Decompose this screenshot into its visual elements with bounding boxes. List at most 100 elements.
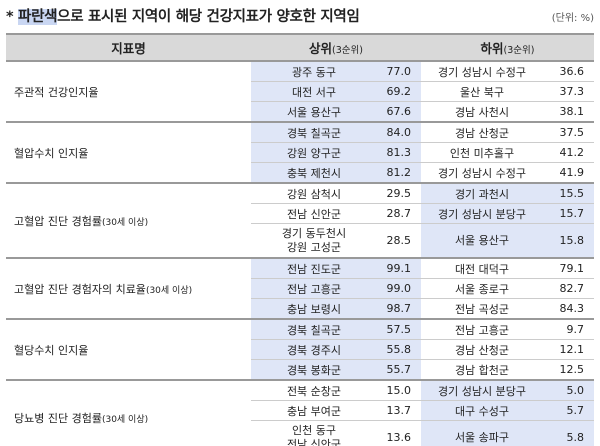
bottom-region-cell: 인천 미추홀구: [421, 142, 543, 163]
table-row: 당뇨병 진단 경험률(30세 이상) 전북 순창군 15.0 경기 성남시 분당구 5.…: [6, 380, 594, 446]
top-region-cell: 경북 칠곡군: [251, 122, 377, 143]
top-value-cell: 69.2: [377, 81, 421, 102]
header-top-sub: (3순위): [332, 45, 363, 56]
top-value-cell: 99.1: [377, 258, 421, 279]
top-value-cell: 57.5: [377, 319, 421, 340]
indicator-label: 혈압수치 인지율: [6, 122, 251, 184]
table-row: 충남 보령시 98.7 전남 곡성군 84.3: [6, 298, 594, 320]
bottom-region-cell: 전남 고흥군: [421, 319, 543, 340]
top-value-cell: 84.0: [377, 122, 421, 143]
header-indicator: 지표명: [6, 33, 251, 62]
bottom-value-cell: 41.2: [543, 142, 594, 163]
bottom-value-cell: 5.7: [543, 400, 594, 421]
indicator-name: 고혈압 진단 경험률: [14, 214, 102, 228]
bottom-value-cell: 82.7: [543, 278, 594, 299]
table-row: 주관적 건강인지율 광주 동구 77.0 경기 성남시 수정구 36.6: [6, 61, 594, 123]
header-bottom-label: 하위: [480, 41, 504, 56]
top-value-cell: 13.7: [377, 400, 421, 421]
bottom-value-cell: 15.8: [543, 223, 594, 259]
top-region-cell: 전남 신안군: [251, 203, 377, 224]
bottom-region-cell: 경남 산청군: [421, 122, 543, 143]
note-title: * 파란색으로 표시된 지역이 해당 건강지표가 양호한 지역임: [6, 5, 360, 26]
table-row: 충북 제천시 81.2 경기 성남시 수정구 41.9: [6, 162, 594, 184]
indicator-sub: (30세 이상): [101, 217, 149, 228]
bottom-region-cell: 울산 북구: [421, 81, 543, 102]
top-region-cell: 전남 고흥군: [251, 278, 377, 299]
top-value-cell: 99.0: [377, 278, 421, 299]
top-value-cell: 55.8: [377, 339, 421, 360]
bottom-region-cell: 경기 성남시 수정구: [421, 162, 543, 184]
indicator-name: 혈당수치 인지율: [14, 343, 89, 357]
bottom-value-cell: 15.5: [543, 183, 594, 204]
top-value-cell: 13.6: [377, 420, 421, 446]
top-region-cell: 충남 보령시: [251, 298, 377, 320]
table-row: 고혈압 진단 경험자의 치료율(30세 이상) 전남 진도군 99.1 대전 대덕구 7…: [6, 258, 594, 320]
top-region-cell: 대전 서구: [251, 81, 377, 102]
bottom-region-cell: 대전 대덕구: [421, 258, 543, 279]
top-value-cell: 15.0: [377, 380, 421, 401]
indicator-name: 당뇨병 진단 경험률: [14, 411, 102, 425]
top-region-cell: 서울 용산구: [251, 101, 377, 123]
bottom-region-cell: 대구 수성구: [421, 400, 543, 421]
bottom-value-cell: 79.1: [543, 258, 594, 279]
top-value-cell: 81.3: [377, 142, 421, 163]
indicator-label: 고혈압 진단 경험률(30세 이상): [6, 183, 251, 259]
indicator-label: 주관적 건강인지율: [6, 61, 251, 123]
top-region-cell: 충북 제천시: [251, 162, 377, 184]
bottom-region-cell: 서울 종로구: [421, 278, 543, 299]
top-region-cell: 전북 순창군: [251, 380, 377, 401]
bottom-region-cell: 경기 성남시 수정구: [421, 61, 543, 82]
indicator-name: 주관적 건강인지율: [14, 85, 99, 99]
title-prefix: *: [6, 9, 19, 25]
bottom-value-cell: 38.1: [543, 101, 594, 123]
top-value-cell: 67.6: [377, 101, 421, 123]
table-row: 경북 봉화군 55.7 경남 합천군 12.5: [6, 359, 594, 381]
table-row: 강원 양구군 81.3 인천 미추홀구 41.2: [6, 142, 594, 163]
indicator-name: 고혈압 진단 경험자의 치료율: [14, 282, 146, 296]
top-value-cell: 28.7: [377, 203, 421, 224]
indicator-label: 고혈압 진단 경험자의 치료율(30세 이상): [6, 258, 251, 320]
top-region-cell: 충남 부여군: [251, 400, 377, 421]
table-row: 혈압수치 인지율 경북 칠곡군 84.0 경남 산청군 37.5: [6, 122, 594, 184]
top-value-cell: 28.5: [377, 223, 421, 259]
title-highlight: 파란색: [18, 9, 58, 25]
top-region-cell: 경북 봉화군: [251, 359, 377, 381]
header-bottom: 하위(3순위): [421, 33, 594, 62]
top-region-cell: 전남 진도군: [251, 258, 377, 279]
bottom-value-cell: 37.3: [543, 81, 594, 102]
bottom-value-cell: 36.6: [543, 61, 594, 82]
title-rest: 으로 표시된 지역이 해당 건강지표가 양호한 지역임: [57, 9, 360, 25]
header-top-label: 상위: [309, 41, 333, 56]
table-row: 혈당수치 인지율 경북 칠곡군 57.5 전남 고흥군 9.7: [6, 319, 594, 381]
bottom-value-cell: 41.9: [543, 162, 594, 184]
header-top: 상위(3순위): [251, 33, 421, 62]
table-row: 경기 동두천시 강원 고성군 28.5 서울 용산구 15.8: [6, 223, 594, 259]
indicator-sub: (30세 이상): [101, 414, 149, 425]
top-region-cell: 경북 경주시: [251, 339, 377, 360]
bottom-value-cell: 5.8: [543, 420, 594, 446]
bottom-region-cell: 경기 과천시: [421, 183, 543, 204]
table-row: 인천 동구 전남 신안군 13.6 서울 송파구 5.8: [6, 420, 594, 446]
table-row: 전남 신안군 28.7 경기 성남시 분당구 15.7: [6, 203, 594, 224]
top-region-cell: 경기 동두천시 강원 고성군: [251, 223, 377, 259]
table-row: 고혈압 진단 경험률(30세 이상) 강원 삼척시 29.5 경기 과천시 15.5: [6, 183, 594, 259]
indicator-label: 혈당수치 인지율: [6, 319, 251, 381]
top-value-cell: 98.7: [377, 298, 421, 320]
indicator-sub: (30세 이상): [145, 285, 193, 296]
bottom-value-cell: 9.7: [543, 319, 594, 340]
top-value-cell: 29.5: [377, 183, 421, 204]
top-region-cell: 인천 동구 전남 신안군: [251, 420, 377, 446]
bottom-region-cell: 전남 곡성군: [421, 298, 543, 320]
bottom-value-cell: 12.1: [543, 339, 594, 360]
bottom-region-cell: 경기 성남시 분당구: [421, 380, 543, 401]
health-indicator-table: 지표명 상위(3순위) 하위(3순위) 주관적 건강인지율 광주 동구 77.0 경기…: [6, 33, 594, 446]
bottom-region-cell: 경기 성남시 분당구: [421, 203, 543, 224]
bottom-region-cell: 경남 산청군: [421, 339, 543, 360]
bottom-value-cell: 12.5: [543, 359, 594, 381]
indicator-label: 당뇨병 진단 경험률(30세 이상): [6, 380, 251, 446]
header-row: 지표명 상위(3순위) 하위(3순위): [6, 33, 594, 62]
top-region-cell: 강원 양구군: [251, 142, 377, 163]
bottom-region-cell: 경남 합천군: [421, 359, 543, 381]
top-region-cell: 광주 동구: [251, 61, 377, 82]
